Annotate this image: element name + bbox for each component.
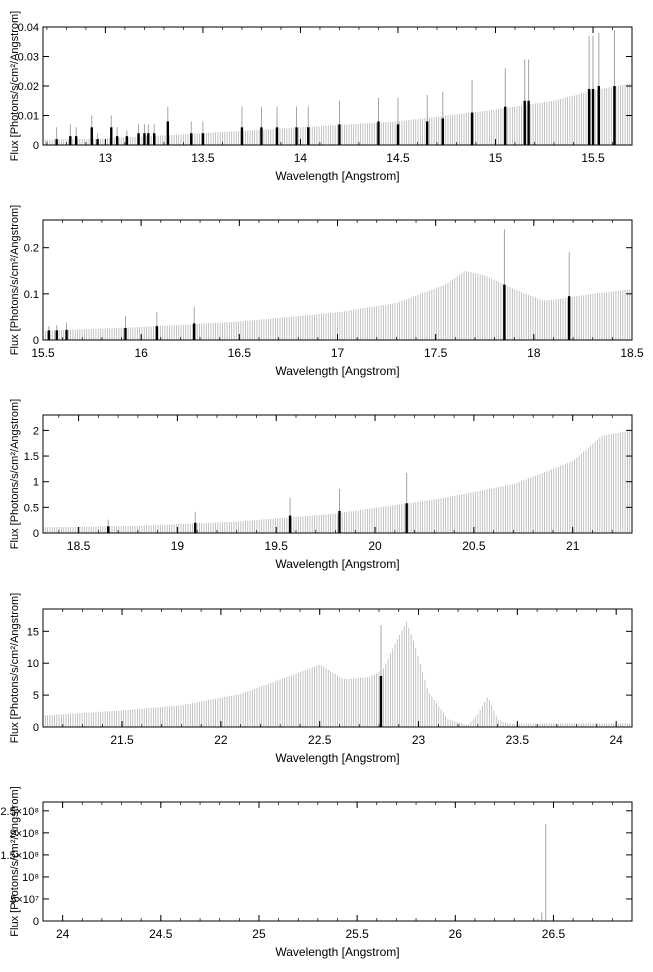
y-tick-label: 0 xyxy=(33,528,39,540)
continuum-bars xyxy=(42,83,633,145)
x-tick-label: 25.5 xyxy=(345,927,369,941)
y-tick-label: 0.2 xyxy=(24,243,39,255)
y-tick-label: 0 xyxy=(33,916,39,928)
y-tick-label: 0 xyxy=(33,335,39,347)
x-tick-label: 16 xyxy=(134,346,148,360)
y-tick-label: 1.5 xyxy=(24,451,39,463)
x-axis-label: Wavelength [Angstrom] xyxy=(275,364,399,378)
x-tick-label: 14 xyxy=(294,151,308,165)
x-tick-label: 23.5 xyxy=(506,733,530,747)
continuum-bars xyxy=(42,622,633,727)
y-axis-label: Flux [Photons/s/cm²/Angstrom] xyxy=(9,593,21,743)
x-tick-label: 18.5 xyxy=(67,539,91,553)
x-tick-label: 22 xyxy=(214,733,228,747)
x-axis-label: Wavelength [Angstrom] xyxy=(275,945,399,959)
spectrum-panel-5: 24 24.5 25 25.5 26 26.5 0 5×10⁷ 10⁸ 1.5×10⁸ 2×10⁸ 2… xyxy=(0,786,633,959)
y-tick-label: 2 xyxy=(33,425,39,437)
x-tick-label: 24 xyxy=(610,733,624,747)
y-tick-label: 5 xyxy=(33,690,39,702)
y-tick-label: 0.1 xyxy=(24,289,39,301)
spectrum-panel-2: 15.5 16 16.5 17 17.5 18 18.5 0 0.1 0.2 Wavelength … xyxy=(9,205,644,378)
x-tick-label: 13 xyxy=(99,151,113,165)
x-tick-label: 17.5 xyxy=(424,346,448,360)
x-tick-label: 14.5 xyxy=(386,151,410,165)
y-tick-label: 2.5×10⁸ xyxy=(0,806,39,818)
y-axis-label: Flux [Photons/s/cm²/Angstrom] xyxy=(9,205,21,355)
x-axis-label: Wavelength [Angstrom] xyxy=(275,751,399,765)
x-axis-label: Wavelength [Angstrom] xyxy=(275,557,399,571)
x-tick-label: 26 xyxy=(449,927,463,941)
x-tick-label: 17 xyxy=(331,346,345,360)
x-axis-label: Wavelength [Angstrom] xyxy=(275,169,399,183)
x-tick-label: 20 xyxy=(368,539,382,553)
x-tick-label: 15.5 xyxy=(581,151,605,165)
x-tick-label: 16.5 xyxy=(228,346,252,360)
y-tick-label: 5×10⁷ xyxy=(10,894,39,906)
y-tick-label: 1.5×10⁸ xyxy=(0,850,39,862)
x-tick-label: 21.5 xyxy=(110,733,134,747)
y-tick-label: 0 xyxy=(33,140,39,152)
x-tick-label: 15.5 xyxy=(31,346,55,360)
x-tick-label: 19.5 xyxy=(265,539,289,553)
x-tick-label: 21 xyxy=(566,539,580,553)
x-tick-label: 20.5 xyxy=(462,539,486,553)
x-tick-label: 24 xyxy=(56,927,70,941)
x-tick-label: 18.5 xyxy=(620,346,644,360)
y-tick-label: 15 xyxy=(27,626,39,638)
x-tick-label: 22.5 xyxy=(308,733,332,747)
spectrum-panel-4: 21.5 22 22.5 23 23.5 24 0 5 10 15 Wavelength [Angs… xyxy=(9,593,633,765)
plot-frame xyxy=(42,414,633,534)
spectrum-panel-1: 13 13.5 14 14.5 15 15.5 0 0.01 0.02 0.03 0.04 Wavel… xyxy=(9,11,633,183)
y-axis-label: Flux [Photons/s/cm²/Angstrom] xyxy=(9,786,21,936)
continuum-bars xyxy=(42,271,633,340)
x-tick-label: 25 xyxy=(252,927,266,941)
x-tick-label: 24.5 xyxy=(149,927,173,941)
continuum-bars xyxy=(42,430,633,533)
x-tick-label: 18 xyxy=(527,346,541,360)
plot-frame xyxy=(42,801,633,922)
plot-frame xyxy=(42,608,633,728)
y-tick-label: 1 xyxy=(33,477,39,489)
y-tick-label: 0.02 xyxy=(18,81,39,93)
y-tick-label: 0.04 xyxy=(18,22,39,34)
x-tick-label: 15 xyxy=(489,151,503,165)
y-tick-label: 0 xyxy=(33,722,39,734)
y-tick-label: 0.01 xyxy=(18,111,39,123)
y-tick-label: 2×10⁸ xyxy=(10,828,39,840)
x-tick-label: 19 xyxy=(171,539,185,553)
y-axis-label: Flux [Photons/s/cm²/Angstrom] xyxy=(9,11,21,161)
x-tick-label: 13.5 xyxy=(191,151,215,165)
y-axis-label: Flux [Photons/s/cm²/Angstrom] xyxy=(9,399,21,549)
y-tick-label: 10⁸ xyxy=(22,872,39,884)
spectrum-panel-3: 18.5 19 19.5 20 20.5 21 0 0.5 1 1.5 2 Wavelength [A… xyxy=(9,399,633,571)
y-tick-label: 0.5 xyxy=(24,502,39,514)
y-tick-label: 10 xyxy=(27,658,39,670)
y-tick-label: 0.03 xyxy=(18,52,39,64)
x-tick-label: 23 xyxy=(412,733,426,747)
x-tick-label: 26.5 xyxy=(542,927,566,941)
